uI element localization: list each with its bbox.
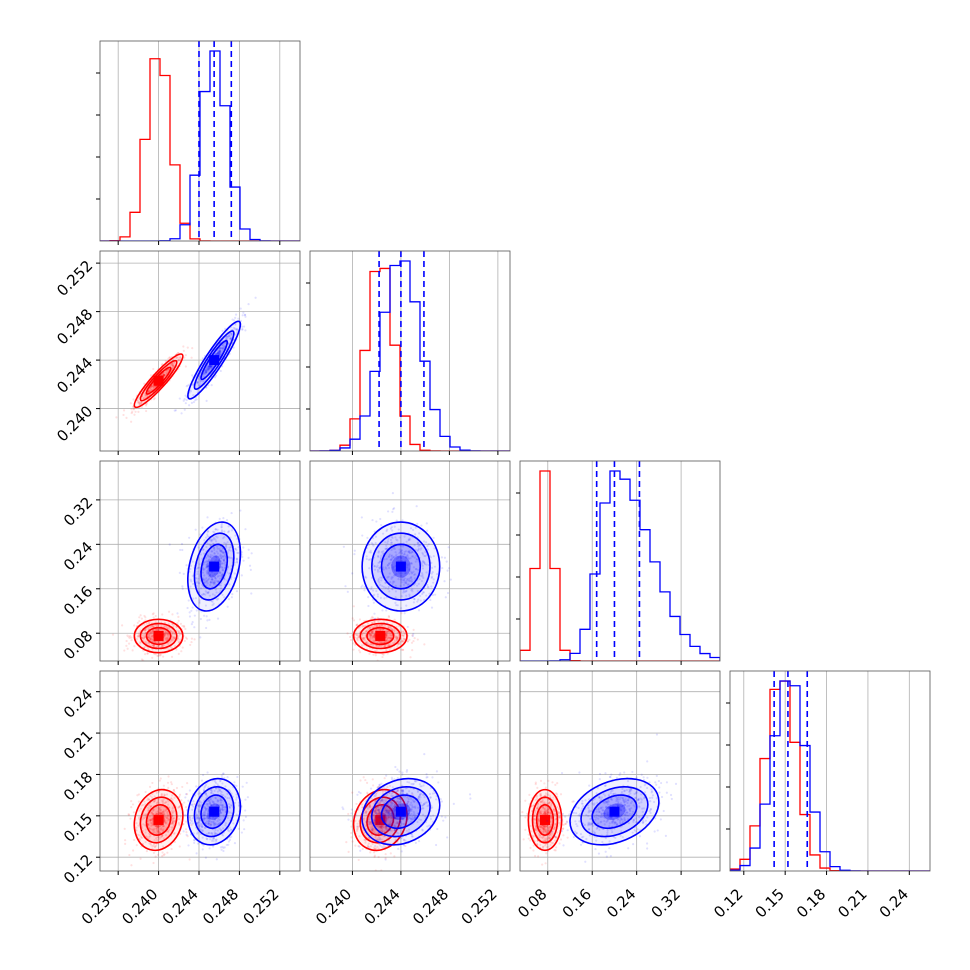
panel-p1-p1	[306, 250, 511, 455]
panel-content	[310, 251, 510, 451]
density-peak-red	[375, 631, 386, 641]
panels	[96, 40, 931, 875]
panel-frame	[99, 460, 301, 662]
histogram-red	[730, 680, 930, 871]
y-tick-label-p1: 0.252	[53, 257, 96, 300]
panel-frame	[309, 670, 511, 872]
panel-bg	[310, 461, 510, 661]
y-tick-label-p2: 0.32	[60, 494, 96, 530]
panel-p1-p3	[309, 670, 511, 875]
panel-bg	[100, 671, 300, 871]
x-tick-label-p3: 0.18	[793, 885, 829, 921]
density-peak-blue	[209, 561, 220, 572]
panel-p3-p3	[726, 670, 931, 875]
histogram-blue	[730, 680, 930, 871]
panel-frame	[99, 40, 301, 242]
panel-frame	[309, 250, 511, 452]
x-tick-label-p2: 0.24	[603, 885, 639, 921]
panel-content	[100, 251, 300, 451]
panel-content	[310, 461, 510, 661]
histogram-red	[100, 58, 300, 241]
density-peak-blue	[395, 806, 406, 817]
panel-p2-p2	[516, 460, 721, 665]
panel-bg	[100, 461, 300, 661]
density-peak-blue	[209, 806, 220, 817]
panel-p0-p3	[96, 670, 301, 875]
x-tick-label-p1: 0.240	[312, 885, 355, 928]
x-tick-label-p1: 0.252	[458, 885, 501, 928]
panel-content	[100, 461, 300, 661]
panel-content	[310, 671, 510, 871]
density-peak-red	[375, 814, 386, 825]
x-tick-label-p3: 0.15	[752, 885, 788, 921]
panel-content	[520, 671, 720, 871]
x-tick-label-p0: 0.244	[159, 885, 202, 928]
x-tick-label-p0: 0.248	[199, 885, 242, 928]
panel-frame	[519, 670, 721, 872]
panel-bg	[520, 461, 720, 661]
y-tick-label-p1: 0.244	[53, 354, 96, 397]
panel-bg	[310, 671, 510, 871]
y-tick-label-p3: 0.15	[60, 809, 96, 845]
x-tick-label-p3: 0.24	[876, 885, 912, 921]
panel-p2-p3	[519, 670, 721, 875]
x-tick-label-p0: 0.236	[78, 885, 121, 928]
panel-content	[100, 671, 300, 871]
x-tick-label-p3: 0.21	[834, 885, 870, 921]
panel-p0-p1	[96, 250, 301, 455]
x-tick-label-p2: 0.08	[514, 885, 550, 921]
panel-frame	[309, 460, 511, 662]
panel-p0-p0	[96, 40, 301, 245]
density-peak-blue	[395, 561, 406, 572]
x-tick-label-p0: 0.240	[118, 885, 161, 928]
panel-frame	[519, 460, 721, 662]
density-peak-red	[540, 814, 550, 825]
y-tick-labels: 0.240 0.244 0.248 0.252 0.08 0.16 0.24 0.32 0.12…	[53, 257, 96, 887]
panel-frame	[729, 670, 931, 872]
x-tick-label-p2: 0.16	[559, 885, 595, 921]
density-peak-blue	[209, 355, 220, 366]
density-peak-red	[153, 631, 164, 641]
density-peak-red	[153, 375, 164, 386]
y-tick-label-p3: 0.18	[60, 768, 96, 804]
y-tick-label-p3: 0.24	[60, 685, 96, 721]
x-tick-label-p2: 0.32	[648, 885, 684, 921]
panel-content	[730, 671, 930, 871]
density-peak-red	[153, 814, 164, 825]
y-tick-label-p2: 0.08	[60, 627, 96, 663]
scatter-blue	[341, 753, 472, 861]
y-tick-label-p2: 0.24	[60, 538, 96, 574]
panel-p1-p2	[309, 460, 511, 665]
histogram-blue	[520, 470, 720, 661]
y-tick-label-p1: 0.240	[53, 402, 96, 445]
y-tick-label-p3: 0.21	[60, 727, 96, 763]
panel-bg	[730, 671, 930, 871]
x-tick-label-p3: 0.12	[710, 885, 746, 921]
density-peak-blue	[609, 806, 620, 817]
x-tick-label-p0: 0.252	[240, 885, 283, 928]
panel-frame	[99, 670, 301, 872]
x-tick-label-p1: 0.244	[361, 885, 404, 928]
panel-frame	[99, 250, 301, 452]
y-tick-label-p1: 0.248	[53, 305, 96, 348]
y-tick-label-p3: 0.12	[60, 851, 96, 887]
panel-p0-p2	[96, 460, 301, 665]
x-tick-label-p1: 0.248	[409, 885, 452, 928]
y-tick-label-p2: 0.16	[60, 582, 96, 618]
panel-bg	[100, 251, 300, 451]
